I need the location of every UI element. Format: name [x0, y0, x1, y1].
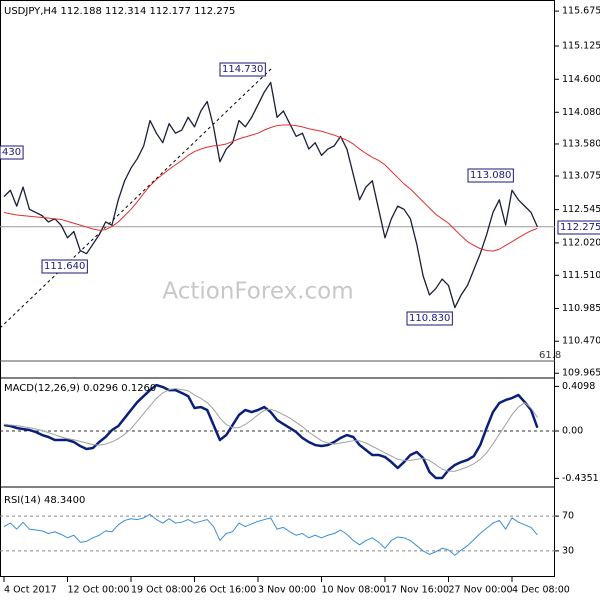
- y-tick-label: 112.020: [562, 237, 600, 248]
- panel-title: USDJPY,H4 112.188 112.314 112.177 112.27…: [4, 6, 235, 17]
- annotation-box: [41, 259, 88, 274]
- annotation-box: [0, 145, 24, 160]
- x-tick-label: 4 Oct 2017: [4, 585, 57, 596]
- y-tick-label: 0.4098: [562, 381, 595, 392]
- annotation-box: [467, 168, 514, 183]
- series-line: [3, 513, 538, 556]
- y-tick-label: 0.00: [562, 426, 583, 437]
- frame: [0, 0, 555, 577]
- y-tick-label: 115.675: [562, 6, 600, 17]
- y-tick-label: 111.510: [562, 270, 600, 281]
- x-tick-label: 17 Nov 16:00: [385, 585, 449, 596]
- y-tick-label: 113.580: [562, 138, 600, 149]
- price-annotation: 430: [2, 147, 21, 158]
- price-annotation: 112.275: [560, 222, 600, 233]
- y-tick-label: 70: [562, 511, 574, 522]
- y-tick-label: 113.075: [562, 170, 600, 181]
- x-tick-label: 19 Oct 08:00: [131, 585, 193, 596]
- price-annotation: 111.640: [44, 261, 85, 272]
- panel-title: RSI(14) 48.3400: [4, 495, 85, 506]
- annotation-box: [219, 62, 266, 77]
- price-annotation: 110.830: [409, 313, 450, 324]
- y-tick-label: 114.080: [562, 107, 600, 118]
- y-tick-label: -0.4351: [562, 473, 599, 484]
- y-tick-label: 30: [562, 545, 574, 556]
- series-line: [3, 124, 538, 252]
- y-tick-label: 114.600: [562, 74, 600, 85]
- x-tick-label: 26 Oct 16:00: [195, 585, 257, 596]
- trend-line: [0, 67, 273, 329]
- y-tick-label: 109.965: [562, 368, 600, 379]
- series-line: [3, 81, 538, 309]
- price-annotation: 61.8: [539, 350, 561, 361]
- series-line: [3, 383, 539, 480]
- x-tick-label: 4 Dec 08:00: [512, 585, 570, 596]
- watermark: ActionForex.com: [162, 279, 353, 305]
- price-annotation: 113.080: [470, 170, 511, 181]
- price-annotation: 114.730: [222, 64, 263, 75]
- x-tick-label: 12 Oct 00:00: [68, 585, 130, 596]
- y-tick-label: 112.545: [562, 204, 600, 215]
- x-tick-label: 27 Nov 00:00: [449, 585, 513, 596]
- x-tick-label: 10 Nov 08:00: [322, 585, 386, 596]
- annotation-box: [406, 311, 453, 326]
- x-tick-label: 3 Nov 00:00: [258, 585, 316, 596]
- y-tick-label: 110.470: [562, 336, 600, 347]
- panel-title: MACD(12,26,9) 0.0296 0.1260: [4, 383, 156, 394]
- series-line: [3, 388, 538, 472]
- y-tick-label: 110.985: [562, 303, 600, 314]
- annotation-box: [557, 220, 600, 235]
- y-tick-label: 115.125: [562, 40, 600, 51]
